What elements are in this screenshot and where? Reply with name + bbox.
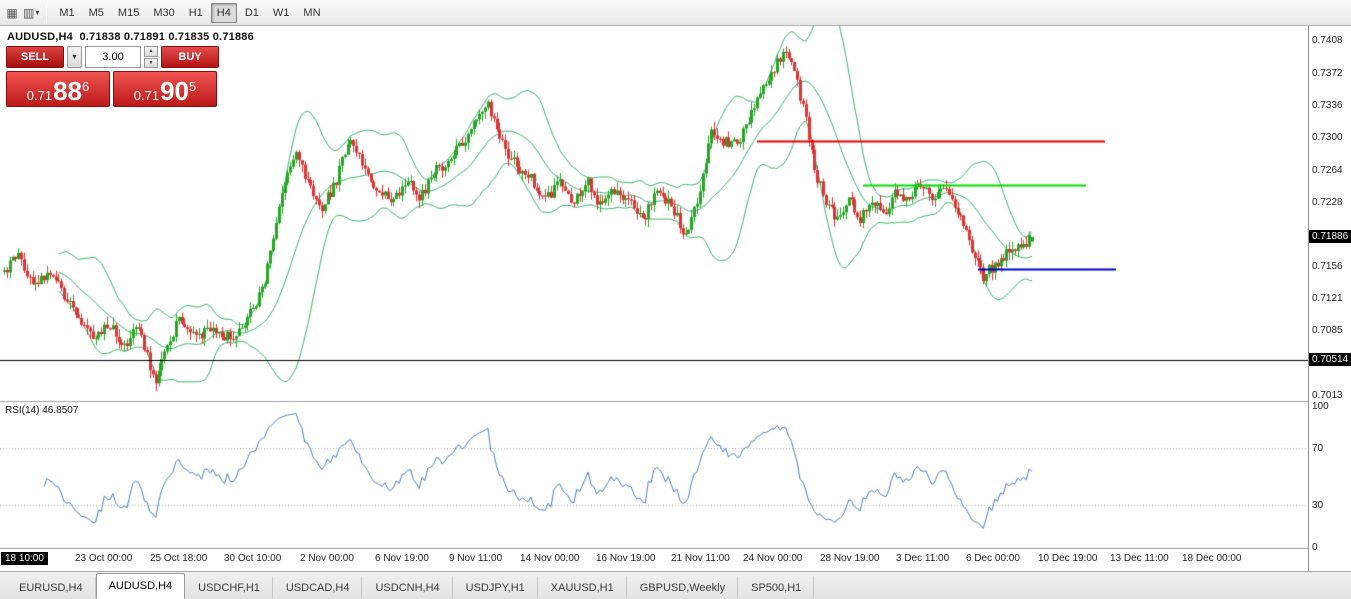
sell-price-sup: 6 (82, 79, 90, 94)
trade-controls-row: SELL ▼ 3.00 ▲ ▼ BUY (6, 46, 222, 68)
chart-tab-sp500-h1[interactable]: SP500,H1 (738, 576, 815, 599)
timeframe-button-h4[interactable]: H4 (210, 2, 237, 23)
timeframe-button-m30[interactable]: M30 (153, 6, 175, 19)
timeframe-button-w1[interactable]: W1 (272, 6, 290, 19)
rsi-axis-label: 70 (1312, 442, 1324, 454)
volume-down-icon[interactable]: ▼ (144, 57, 158, 68)
chart-tab-usdcad-h4[interactable]: USDCAD,H4 (273, 576, 363, 599)
price-axis-label: 0.7121 (1312, 292, 1343, 304)
one-click-trading-panel: SELL ▼ 3.00 ▲ ▼ BUY 0.71 88 6 0.71 90 5 (6, 46, 222, 107)
ohlc-readout: AUDUSD,H4 0.71838 0.71891 0.71835 0.7188… (7, 31, 254, 43)
time-axis-label: 10 Dec 19:00 (1038, 553, 1098, 564)
time-axis-label: 30 Oct 10:00 (224, 553, 282, 564)
buy-price-sup: 5 (189, 79, 197, 94)
timeframe-button-m15[interactable]: M15 (117, 6, 140, 19)
timeframe-button-d1[interactable]: D1 (244, 6, 259, 19)
price-axis-label: 0.7408 (1312, 35, 1343, 47)
price-axis-label: 0.7372 (1312, 67, 1343, 79)
buy-price-big: 90 (160, 76, 189, 106)
time-axis-label: 18 Dec 00:00 (1182, 553, 1242, 564)
timeframe-button-mn[interactable]: MN (303, 6, 321, 19)
sell-price-big: 88 (53, 76, 82, 106)
time-axis-label: 25 Oct 18:00 (150, 553, 208, 564)
trade-prices-row: 0.71 88 6 0.71 90 5 (6, 71, 222, 107)
buy-price-small: 0.71 (133, 88, 160, 103)
rsi-axis-label: 0 (1312, 542, 1318, 553)
time-axis-label: 6 Dec 00:00 (966, 553, 1020, 564)
time-axis-label: 9 Nov 11:00 (449, 553, 503, 564)
time-axis-label: 13 Dec 11:00 (1110, 553, 1169, 564)
time-axis-label: 28 Nov 19:00 (820, 553, 880, 564)
window-icon[interactable]: ▦ (3, 3, 21, 23)
timeframe-toolbar: M1 M5 M15 M30 H1 H4 D1 W1 MN (52, 2, 327, 23)
time-axis-label: 21 Nov 11:00 (671, 553, 730, 564)
indicators-icon[interactable]: ▥ ▾ (21, 3, 41, 23)
chart-tab-usdchf-h1[interactable]: USDCHF,H1 (185, 576, 273, 599)
chart-tab-usdjpy-h1[interactable]: USDJPY,H1 (453, 576, 538, 599)
price-chart-canvas[interactable] (0, 26, 1308, 549)
level-price-tag: 0.70514 (1309, 353, 1351, 367)
volume-input[interactable]: 3.00 (85, 46, 141, 68)
chart-tab-gbpusd-weekly[interactable]: GBPUSD,Weekly (627, 576, 739, 599)
price-axis-label: 0.7085 (1312, 325, 1343, 337)
timeframe-button-m1[interactable]: M1 (59, 6, 75, 19)
price-axis-label: 0.7013 (1312, 389, 1343, 401)
toolbar-separator (46, 3, 48, 22)
window-icon-glyph: ▦ (6, 5, 18, 20)
time-axis[interactable]: 18 10:00 23 Oct 00:00 25 Oct 18:00 30 Oct … (0, 549, 1308, 571)
buy-button[interactable]: BUY (161, 46, 219, 68)
dropdown-caret-icon: ▾ (35, 8, 40, 17)
time-axis-label: 3 Dec 11:00 (896, 553, 950, 564)
sell-button[interactable]: SELL (6, 46, 64, 68)
time-axis-label: 14 Nov 00:00 (520, 553, 580, 564)
top-toolbar: ▦ ▥ ▾ M1 M5 M15 M30 H1 H4 D1 W1 MN (0, 0, 1351, 26)
volume-dropdown-button[interactable]: ▼ (67, 46, 82, 68)
price-axis-label: 0.7300 (1312, 132, 1343, 144)
time-axis-label: 23 Oct 00:00 (75, 553, 133, 564)
current-price-tag: 0.71886 (1309, 230, 1351, 244)
chart-tab-audusd-h4[interactable]: AUDUSD,H4 (95, 573, 186, 599)
price-axis-label: 0.7336 (1312, 99, 1343, 111)
price-axis-divider (1308, 26, 1309, 571)
timeframe-button-h1[interactable]: H1 (188, 6, 203, 19)
buy-price-box[interactable]: 0.71 90 5 (113, 71, 217, 107)
price-axis[interactable]: 0.7408 0.7372 0.7336 0.7300 0.7264 0.7228 0.71… (1309, 26, 1351, 571)
time-axis-label: 24 Nov 00:00 (743, 553, 803, 564)
chart-tab-bar: EURUSD,H4 AUDUSD,H4 USDCHF,H1 USDCAD,H4 USDC… (0, 571, 1351, 599)
sell-price-box[interactable]: 0.71 88 6 (6, 71, 110, 107)
volume-up-icon[interactable]: ▲ (144, 46, 158, 57)
rsi-axis-label: 100 (1312, 401, 1329, 412)
price-axis-label: 0.7156 (1312, 261, 1343, 273)
timeframe-button-m5[interactable]: M5 (88, 6, 104, 19)
price-axis-label: 0.7228 (1312, 196, 1343, 208)
rsi-indicator-label: RSI(14) 46.8507 (5, 405, 79, 416)
volume-stepper: ▲ ▼ (144, 46, 158, 68)
price-axis-label: 0.7264 (1312, 164, 1343, 176)
sell-price-small: 0.71 (26, 88, 53, 103)
time-highlight-tag: 18 10:00 (1, 552, 48, 565)
indicators-icon-glyph: ▥ (23, 5, 35, 20)
time-axis-label: 2 Nov 00:00 (300, 553, 354, 564)
rsi-axis-label: 30 (1312, 500, 1324, 512)
chart-tab-usdcnh-h4[interactable]: USDCNH,H4 (362, 576, 453, 599)
time-axis-label: 6 Nov 19:00 (375, 553, 429, 564)
chart-tab-eurusd-h4[interactable]: EURUSD,H4 (6, 576, 96, 599)
chart-tab-xauusd-h1[interactable]: XAUUSD,H1 (538, 576, 627, 599)
time-axis-label: 16 Nov 19:00 (596, 553, 656, 564)
